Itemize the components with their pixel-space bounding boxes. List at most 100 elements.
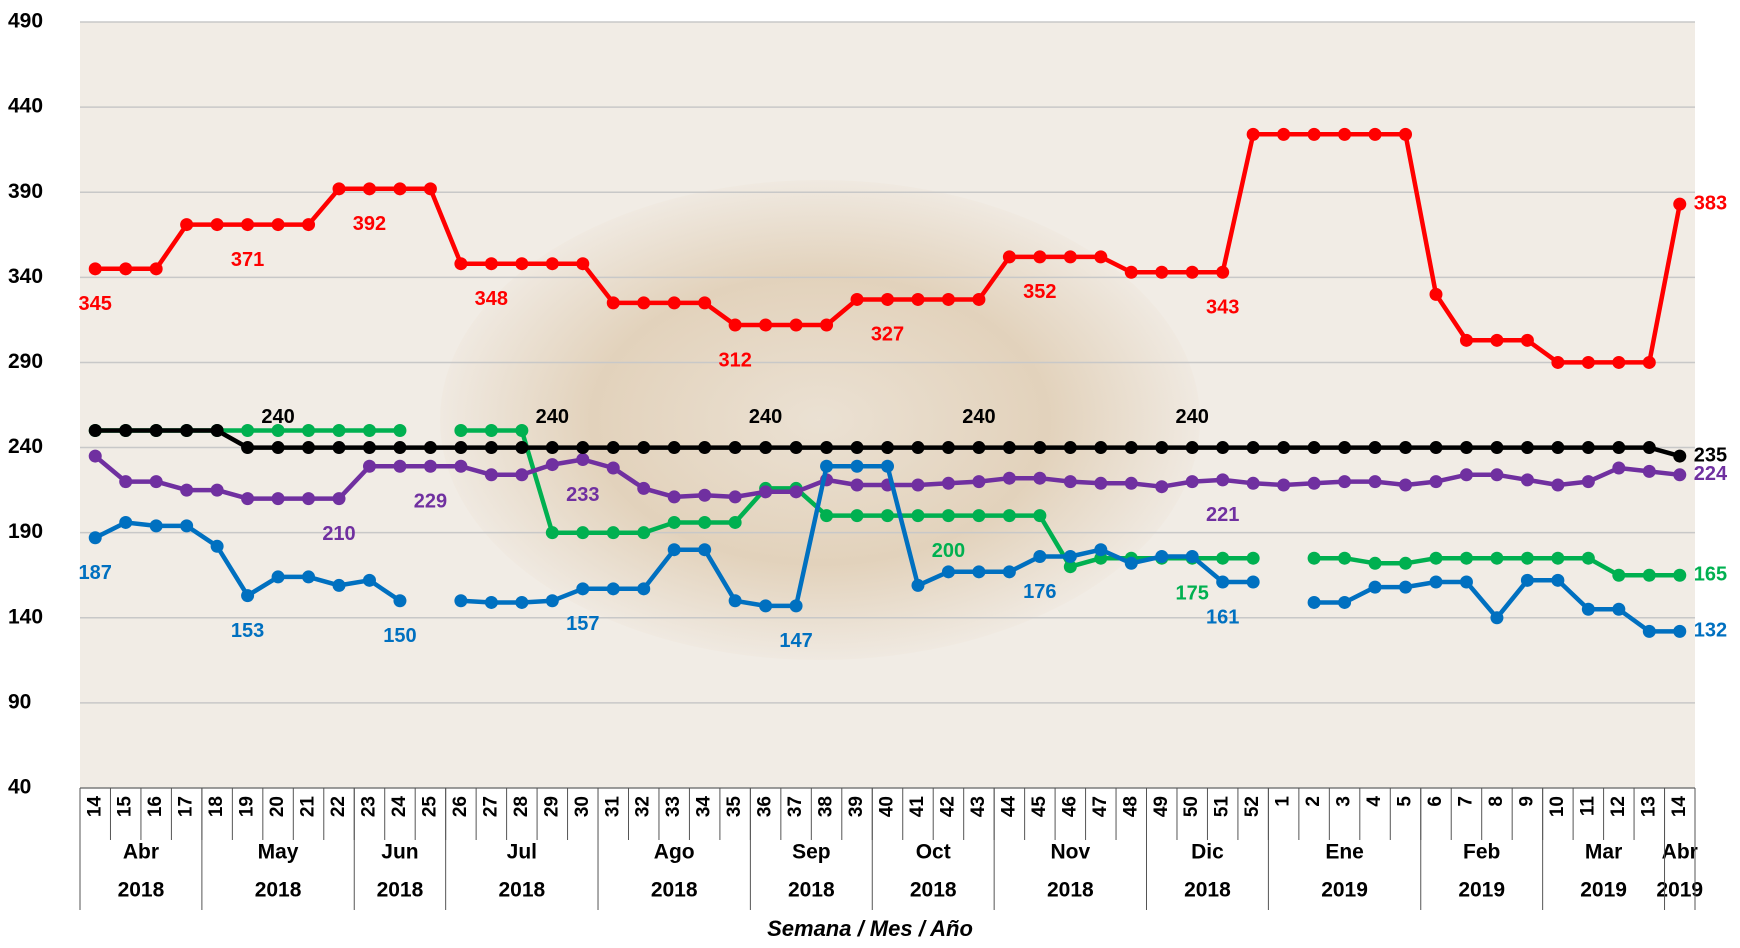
- data-point: [423, 459, 437, 473]
- data-point: [332, 441, 346, 455]
- data-point: [972, 565, 986, 579]
- data-point: [698, 296, 712, 310]
- data-label: 187: [79, 562, 112, 584]
- data-point: [484, 441, 498, 455]
- data-point: [789, 485, 803, 499]
- data-point: [1459, 333, 1473, 347]
- data-point: [606, 441, 620, 455]
- data-point: [1368, 475, 1382, 489]
- x-tick-label: 43: [968, 796, 989, 817]
- data-point: [1185, 441, 1199, 455]
- data-point: [698, 488, 712, 502]
- data-point: [1063, 560, 1077, 574]
- data-point: [637, 441, 651, 455]
- data-point: [515, 595, 529, 609]
- data-point: [362, 441, 376, 455]
- data-point: [1246, 551, 1260, 565]
- data-label: 235: [1694, 444, 1727, 466]
- data-point: [1551, 573, 1565, 587]
- x-tick-label: 22: [328, 796, 349, 817]
- data-point: [1002, 471, 1016, 485]
- x-tick-label: 36: [755, 796, 776, 817]
- data-point: [759, 485, 773, 499]
- y-tick-label: 440: [8, 95, 43, 118]
- data-label: 176: [1023, 581, 1056, 603]
- data-point: [88, 262, 102, 276]
- data-point: [1642, 441, 1656, 455]
- data-label: 392: [353, 213, 386, 235]
- data-label: 147: [779, 630, 812, 652]
- data-point: [271, 441, 285, 455]
- data-label: 221: [1206, 504, 1239, 526]
- data-point: [911, 441, 925, 455]
- data-point: [210, 218, 224, 232]
- data-point: [911, 478, 925, 492]
- data-point: [1673, 624, 1687, 638]
- data-point: [1124, 556, 1138, 570]
- data-point: [1612, 441, 1626, 455]
- data-point: [1520, 333, 1534, 347]
- data-point: [210, 424, 224, 438]
- data-point: [362, 182, 376, 196]
- data-point: [1490, 611, 1504, 625]
- x-tick-label: 35: [724, 796, 745, 818]
- data-point: [1307, 476, 1321, 490]
- x-axis-title: Semana / Mes / Año: [767, 916, 973, 941]
- data-point: [149, 519, 163, 533]
- data-point: [1399, 556, 1413, 570]
- x-tick-label: 49: [1151, 796, 1172, 817]
- data-label: 240: [261, 406, 294, 428]
- x-tick-label: 26: [450, 796, 471, 817]
- data-point: [332, 182, 346, 196]
- data-point: [698, 515, 712, 529]
- x-tick-label: 6: [1425, 796, 1446, 807]
- data-point: [881, 441, 894, 455]
- data-point: [302, 570, 316, 584]
- data-point: [332, 578, 346, 592]
- data-point: [606, 461, 620, 475]
- data-point: [454, 441, 468, 455]
- data-point: [789, 599, 803, 613]
- data-point: [667, 296, 681, 310]
- data-label: 240: [1176, 406, 1209, 428]
- data-point: [1459, 468, 1473, 482]
- data-point: [1551, 551, 1565, 565]
- data-point: [484, 595, 498, 609]
- data-point: [1307, 551, 1321, 565]
- month-label: Abr: [1662, 841, 1698, 864]
- data-point: [393, 459, 407, 473]
- year-label: 2018: [1184, 879, 1231, 902]
- data-point: [332, 424, 346, 438]
- data-point: [1551, 478, 1565, 492]
- data-point: [1429, 551, 1443, 565]
- data-point: [1612, 602, 1626, 616]
- year-label: 2018: [910, 879, 957, 902]
- data-label: 312: [718, 349, 751, 371]
- data-point: [149, 262, 163, 276]
- data-point: [972, 509, 986, 523]
- data-point: [88, 449, 102, 463]
- data-point: [820, 509, 834, 523]
- month-label: Oct: [916, 841, 951, 864]
- data-point: [576, 452, 590, 466]
- data-point: [545, 458, 559, 472]
- data-point: [454, 594, 468, 608]
- data-point: [698, 543, 712, 557]
- data-point: [1246, 476, 1260, 490]
- data-label: 352: [1023, 281, 1056, 303]
- x-tick-label: 32: [633, 796, 654, 817]
- data-point: [1459, 441, 1473, 455]
- data-label: 233: [566, 484, 599, 506]
- data-point: [180, 519, 194, 533]
- data-point: [941, 476, 955, 490]
- data-point: [545, 257, 559, 271]
- data-point: [972, 292, 986, 306]
- year-label: 2018: [651, 879, 698, 902]
- data-point: [759, 318, 773, 332]
- data-point: [1429, 287, 1443, 301]
- data-point: [576, 526, 590, 540]
- data-point: [362, 573, 376, 587]
- data-point: [1033, 250, 1047, 264]
- x-tick-label: 20: [267, 796, 288, 817]
- data-point: [606, 582, 620, 596]
